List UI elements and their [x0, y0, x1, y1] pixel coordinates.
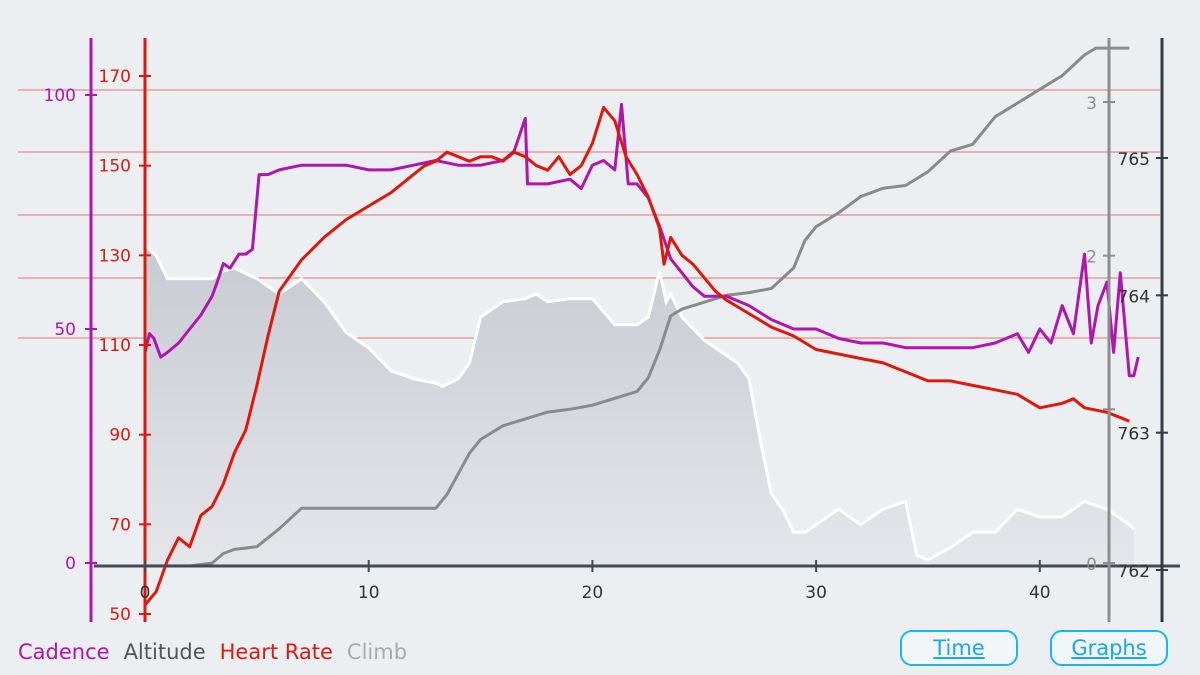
heart-rate-line — [143, 105, 1130, 606]
heart-rate-tick-label: 70 — [109, 515, 131, 535]
legend-altitude: Altitude — [123, 640, 206, 664]
time-tick-label: 30 — [805, 583, 827, 603]
altitude-tick-label: 763 — [1118, 425, 1150, 445]
heart-rate-tick-label: 150 — [99, 157, 131, 177]
altitude-line — [145, 46, 1130, 568]
altitude-tick-label: 764 — [1118, 287, 1150, 307]
climb-tick-label: 3 — [1086, 94, 1097, 114]
heart-rate-tick-label: 130 — [99, 246, 131, 266]
cadence-line — [143, 102, 1140, 378]
altitude-tick-label: 762 — [1118, 562, 1150, 582]
heart-rate-tick-label: 170 — [99, 67, 131, 87]
heart-rate-tick-label: 110 — [99, 336, 131, 356]
legend-heart-rate: Heart Rate — [219, 640, 333, 664]
legend: Cadence Altitude Heart Rate Climb — [18, 640, 421, 664]
heart-rate-tick-label: 90 — [109, 426, 131, 446]
climb-line — [143, 243, 1135, 562]
time-tick-label: 40 — [1029, 583, 1051, 603]
axes: 0 50 100 50 70 90 110 130 150 170 0 10 20 30 40 0 2 3 762 7… — [44, 38, 1180, 625]
time-button[interactable]: Time — [900, 630, 1018, 666]
graphs-button[interactable]: Graphs — [1050, 630, 1168, 666]
altitude-tick-label: 765 — [1118, 150, 1150, 170]
series-lines — [143, 46, 1140, 606]
cadence-tick-label: 50 — [54, 320, 76, 340]
cadence-tick-label: 100 — [44, 86, 76, 106]
heart-rate-tick-label: 50 — [109, 605, 131, 625]
climb-area — [143, 243, 1135, 566]
legend-cadence: Cadence — [18, 640, 110, 664]
climb-fill — [145, 244, 1134, 566]
cadence-tick-label: 0 — [65, 554, 76, 574]
time-tick-label: 20 — [582, 583, 604, 603]
time-tick-label: 10 — [358, 583, 380, 603]
legend-climb: Climb — [346, 640, 408, 664]
time-tick-label: 0 — [140, 583, 151, 603]
climb-tick-label: 0 — [1086, 555, 1097, 575]
climb-tick-label: 2 — [1086, 248, 1097, 268]
